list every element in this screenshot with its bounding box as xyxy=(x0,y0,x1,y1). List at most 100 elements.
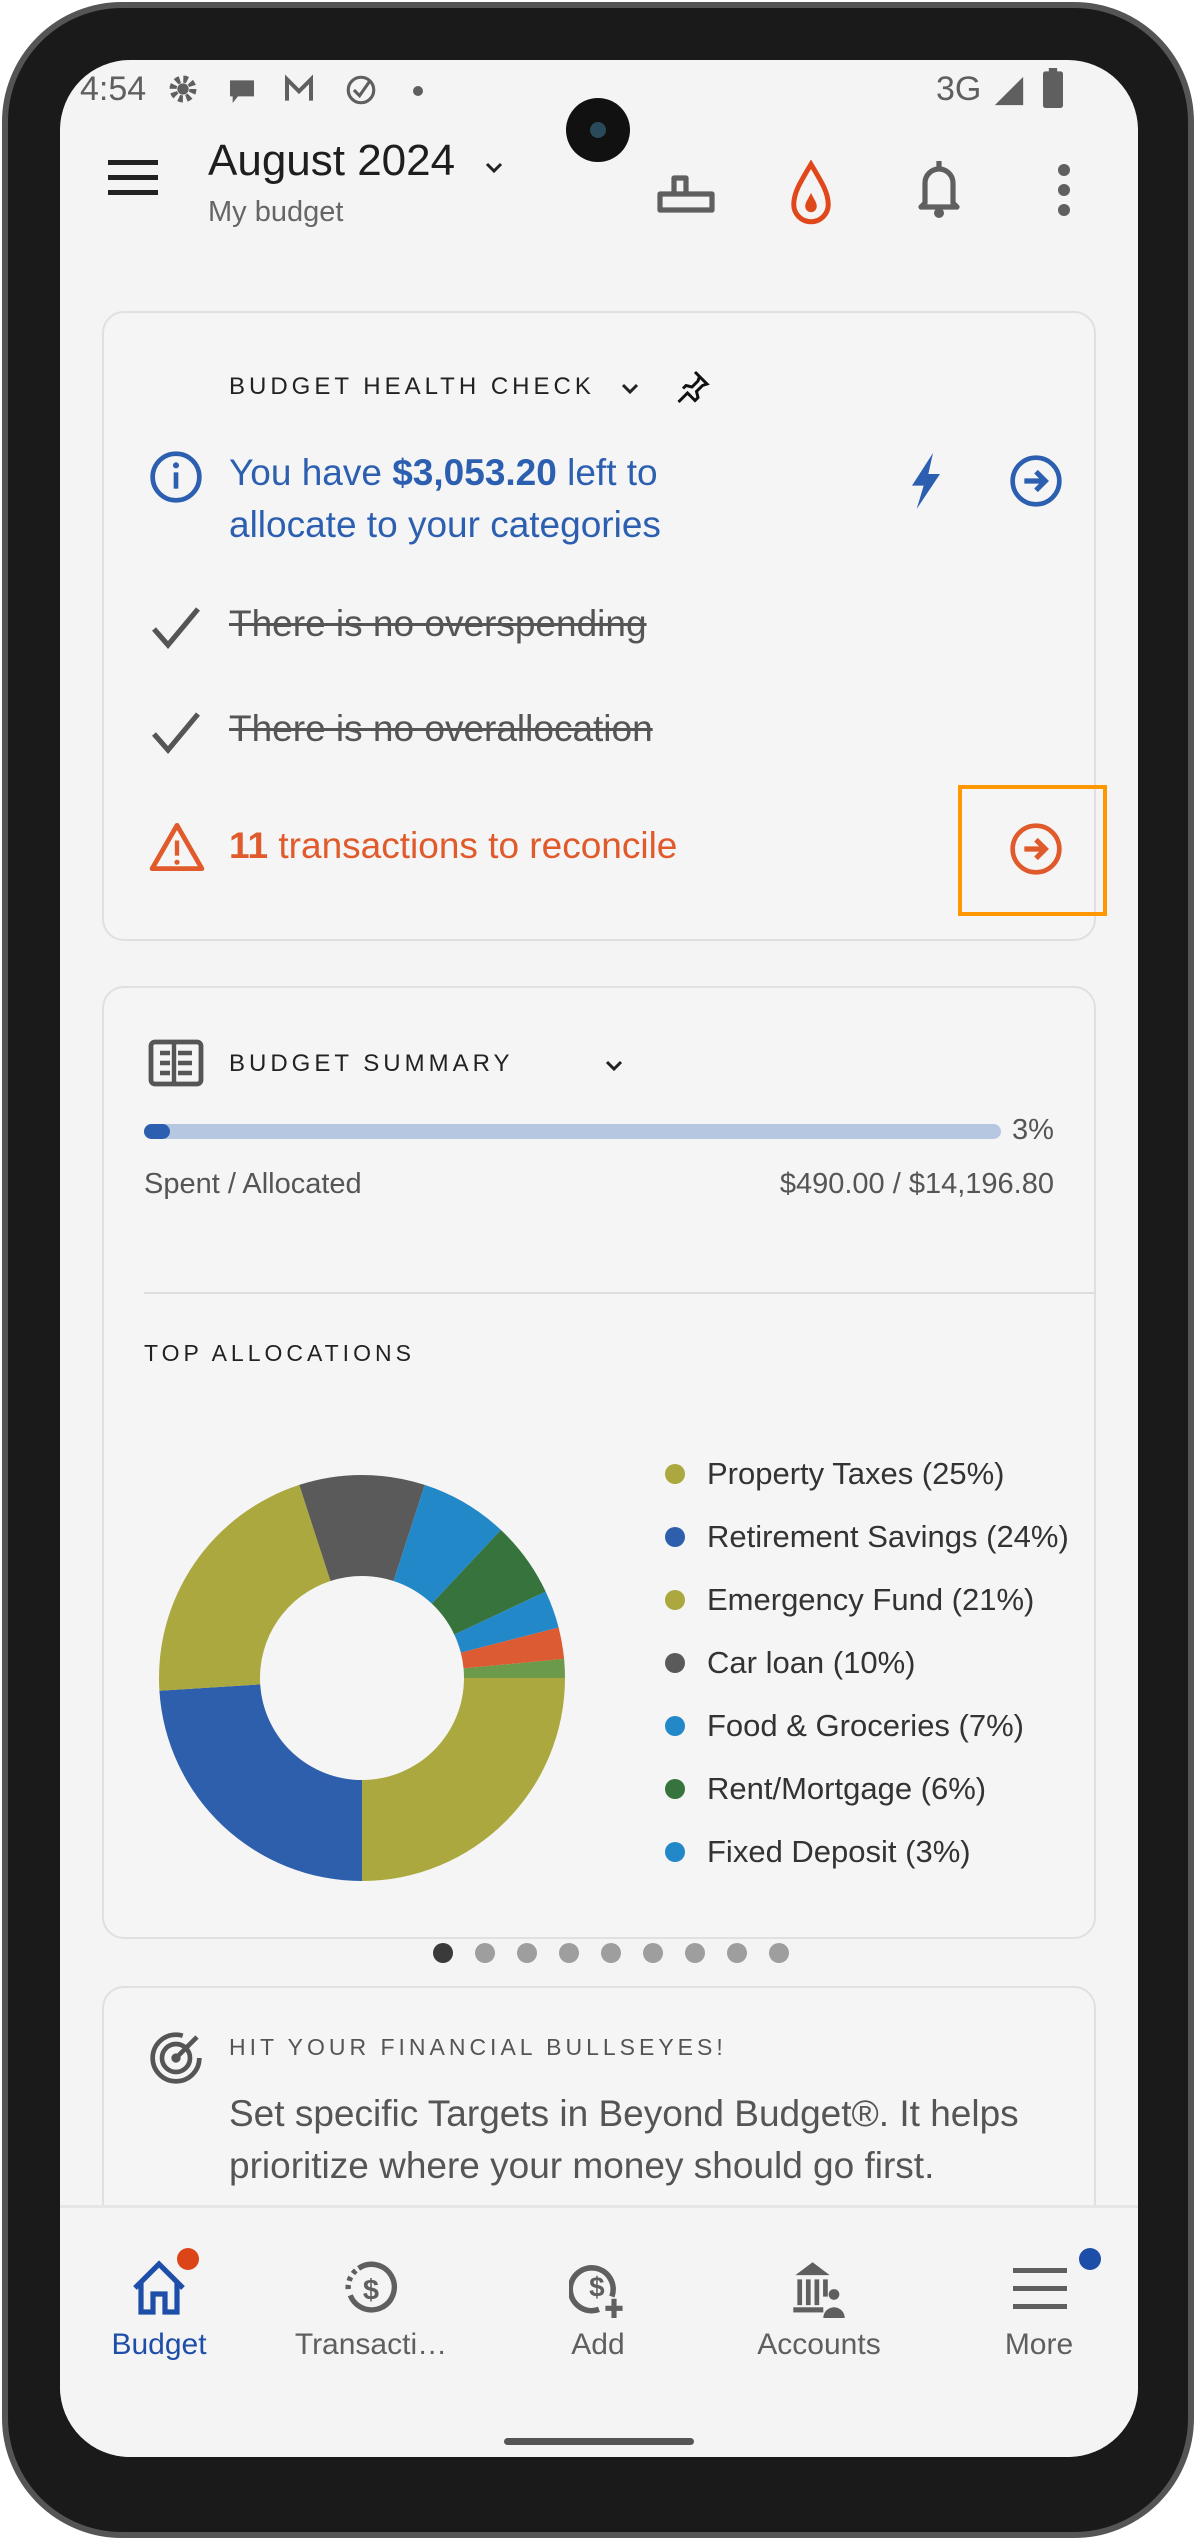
nav-label: Budget xyxy=(111,2328,207,2361)
legend-color-dot xyxy=(665,1842,685,1862)
legend-label: Food & Groceries (7%) xyxy=(707,1708,1024,1743)
nav-budget[interactable]: Budget xyxy=(60,2208,259,2408)
svg-text:$: $ xyxy=(363,2274,379,2306)
home-indicator[interactable] xyxy=(504,2438,694,2445)
hamburger-menu-icon[interactable] xyxy=(108,160,158,196)
pager-dot[interactable] xyxy=(433,1943,453,1963)
nav-more[interactable]: More xyxy=(939,2208,1138,2408)
top-allocations-title: TOP ALLOCATIONS xyxy=(144,1340,415,1366)
screen: 4:54 3G August 2024 My budget BUDGET HEA… xyxy=(60,60,1138,2457)
legend-label: Rent/Mortgage (6%) xyxy=(707,1771,987,1806)
legend-color-dot xyxy=(665,1527,685,1547)
battery-icon xyxy=(1043,68,1063,108)
unallocated-amount: $3,053.20 xyxy=(392,452,557,493)
reconcile-text: transactions to reconcile xyxy=(268,825,678,866)
summary-report-icon xyxy=(148,1039,204,1087)
status-time: 4:54 xyxy=(80,70,147,108)
notifications-bell-icon[interactable] xyxy=(917,158,961,220)
gmail-icon xyxy=(285,74,313,101)
progress-percent: 3% xyxy=(1012,1114,1054,1146)
auto-assign-bolt-icon[interactable] xyxy=(906,453,946,509)
unallocated-message[interactable]: You have $3,053.20 left to allocate to y… xyxy=(229,447,749,551)
donut-slice-food-groceries[interactable] xyxy=(393,1484,501,1604)
more-badge xyxy=(1079,2248,1101,2270)
legend-label: Property Taxes (25%) xyxy=(707,1456,1005,1491)
legend-item: Retirement Savings (24%) xyxy=(665,1519,1069,1555)
summary-title: BUDGET SUMMARY xyxy=(229,1050,514,1077)
health-item-overspending: There is no overspending xyxy=(229,603,647,644)
pin-icon[interactable] xyxy=(674,367,710,407)
accounts-icon xyxy=(793,2262,845,2318)
info-icon xyxy=(150,451,202,503)
menu-icon xyxy=(1013,2268,1067,2309)
pager-dot[interactable] xyxy=(727,1943,747,1963)
legend-label: Fixed Deposit (3%) xyxy=(707,1834,971,1869)
nav-transactions[interactable]: $ Transacti… xyxy=(271,2208,471,2408)
legend-label: Emergency Fund (21%) xyxy=(707,1582,1035,1617)
pager-dot[interactable] xyxy=(559,1943,579,1963)
info-suffix: left to allocate to your categories xyxy=(229,452,661,545)
network-type: 3G xyxy=(936,70,982,108)
nav-label: Transacti… xyxy=(294,2328,448,2361)
donut-slice-other[interactable] xyxy=(463,1658,565,1678)
legend-label: Car loan (10%) xyxy=(707,1645,916,1680)
targets-title: HIT YOUR FINANCIAL BULLSEYES! xyxy=(229,2034,727,2060)
budget-alert-badge xyxy=(177,2248,199,2270)
arrow-circle-right-icon[interactable] xyxy=(1008,453,1064,509)
more-options-icon[interactable] xyxy=(1056,164,1072,216)
targets-body[interactable]: Set specific Targets in Beyond Budget®. … xyxy=(229,2093,1019,2186)
chevron-down-icon[interactable] xyxy=(482,156,506,180)
front-camera xyxy=(566,98,630,162)
spent-allocated-value: $490.00 / $14,196.80 xyxy=(779,1168,1054,1200)
nav-accounts[interactable]: Accounts xyxy=(719,2208,919,2408)
pager-dot[interactable] xyxy=(517,1943,537,1963)
pager-dot[interactable] xyxy=(601,1943,621,1963)
budget-summary-card: BUDGET SUMMARY 3% Spent / Allocated $490… xyxy=(102,986,1096,1963)
donut-slice-retirement-savings[interactable] xyxy=(159,1684,362,1881)
donut-slice-other[interactable] xyxy=(460,1627,565,1669)
spent-progress-bar xyxy=(144,1124,1001,1139)
notification-dot xyxy=(413,86,423,96)
reconcile-arrow-icon[interactable] xyxy=(1008,821,1064,877)
add-transaction-icon: $ xyxy=(569,2265,623,2318)
fire-icon[interactable] xyxy=(788,160,834,226)
legend-label: Retirement Savings (24%) xyxy=(707,1519,1069,1554)
divider xyxy=(144,1292,1096,1294)
reconcile-message[interactable]: 11 transactions to reconcile xyxy=(229,825,677,867)
pager-dot[interactable] xyxy=(769,1943,789,1963)
pager-dot[interactable] xyxy=(475,1943,495,1963)
donut-slice-property-taxes[interactable] xyxy=(362,1678,565,1881)
chevron-down-icon[interactable] xyxy=(618,377,642,401)
spent-allocated-label: Spent / Allocated xyxy=(144,1168,362,1200)
health-check-title: BUDGET HEALTH CHECK xyxy=(229,373,595,400)
legend-item: Rent/Mortgage (6%) xyxy=(665,1771,986,1807)
budget-scales-icon[interactable] xyxy=(656,170,716,214)
donut-slice-rent-mortgage[interactable] xyxy=(431,1530,546,1635)
spent-progress-fill xyxy=(144,1124,170,1139)
donut-slice-fixed-deposit[interactable] xyxy=(454,1591,559,1653)
legend-color-dot xyxy=(665,1779,685,1799)
home-icon xyxy=(133,2260,185,2315)
donut-slice-car-loan[interactable] xyxy=(299,1475,425,1581)
bullseye-icon xyxy=(150,2032,202,2084)
settings-icon xyxy=(169,75,197,103)
check-icon xyxy=(152,712,200,754)
chevron-down-icon[interactable] xyxy=(602,1054,626,1078)
allocations-donut-chart[interactable] xyxy=(156,1472,568,1884)
chat-icon xyxy=(230,80,254,103)
legend-color-dot xyxy=(665,1653,685,1673)
nav-add[interactable]: $ Add xyxy=(498,2208,698,2408)
legend-item: Property Taxes (25%) xyxy=(665,1456,1005,1492)
reconcile-count: 11 xyxy=(229,825,269,866)
legend-item: Fixed Deposit (3%) xyxy=(665,1834,971,1870)
budget-name: My budget xyxy=(208,196,344,228)
donut-slice-emergency-fund[interactable] xyxy=(159,1484,331,1691)
health-item-overallocation: There is no overallocation xyxy=(229,708,653,749)
nav-label: More xyxy=(1004,2328,1074,2361)
legend-item: Food & Groceries (7%) xyxy=(665,1708,1024,1744)
budget-month-title[interactable]: August 2024 xyxy=(208,136,456,185)
bottom-navigation: Budget $ Transacti… $ Add Accounts More xyxy=(60,2205,1138,2457)
pager-dot[interactable] xyxy=(643,1943,663,1963)
check-icon xyxy=(152,607,200,649)
pager-dot[interactable] xyxy=(685,1943,705,1963)
